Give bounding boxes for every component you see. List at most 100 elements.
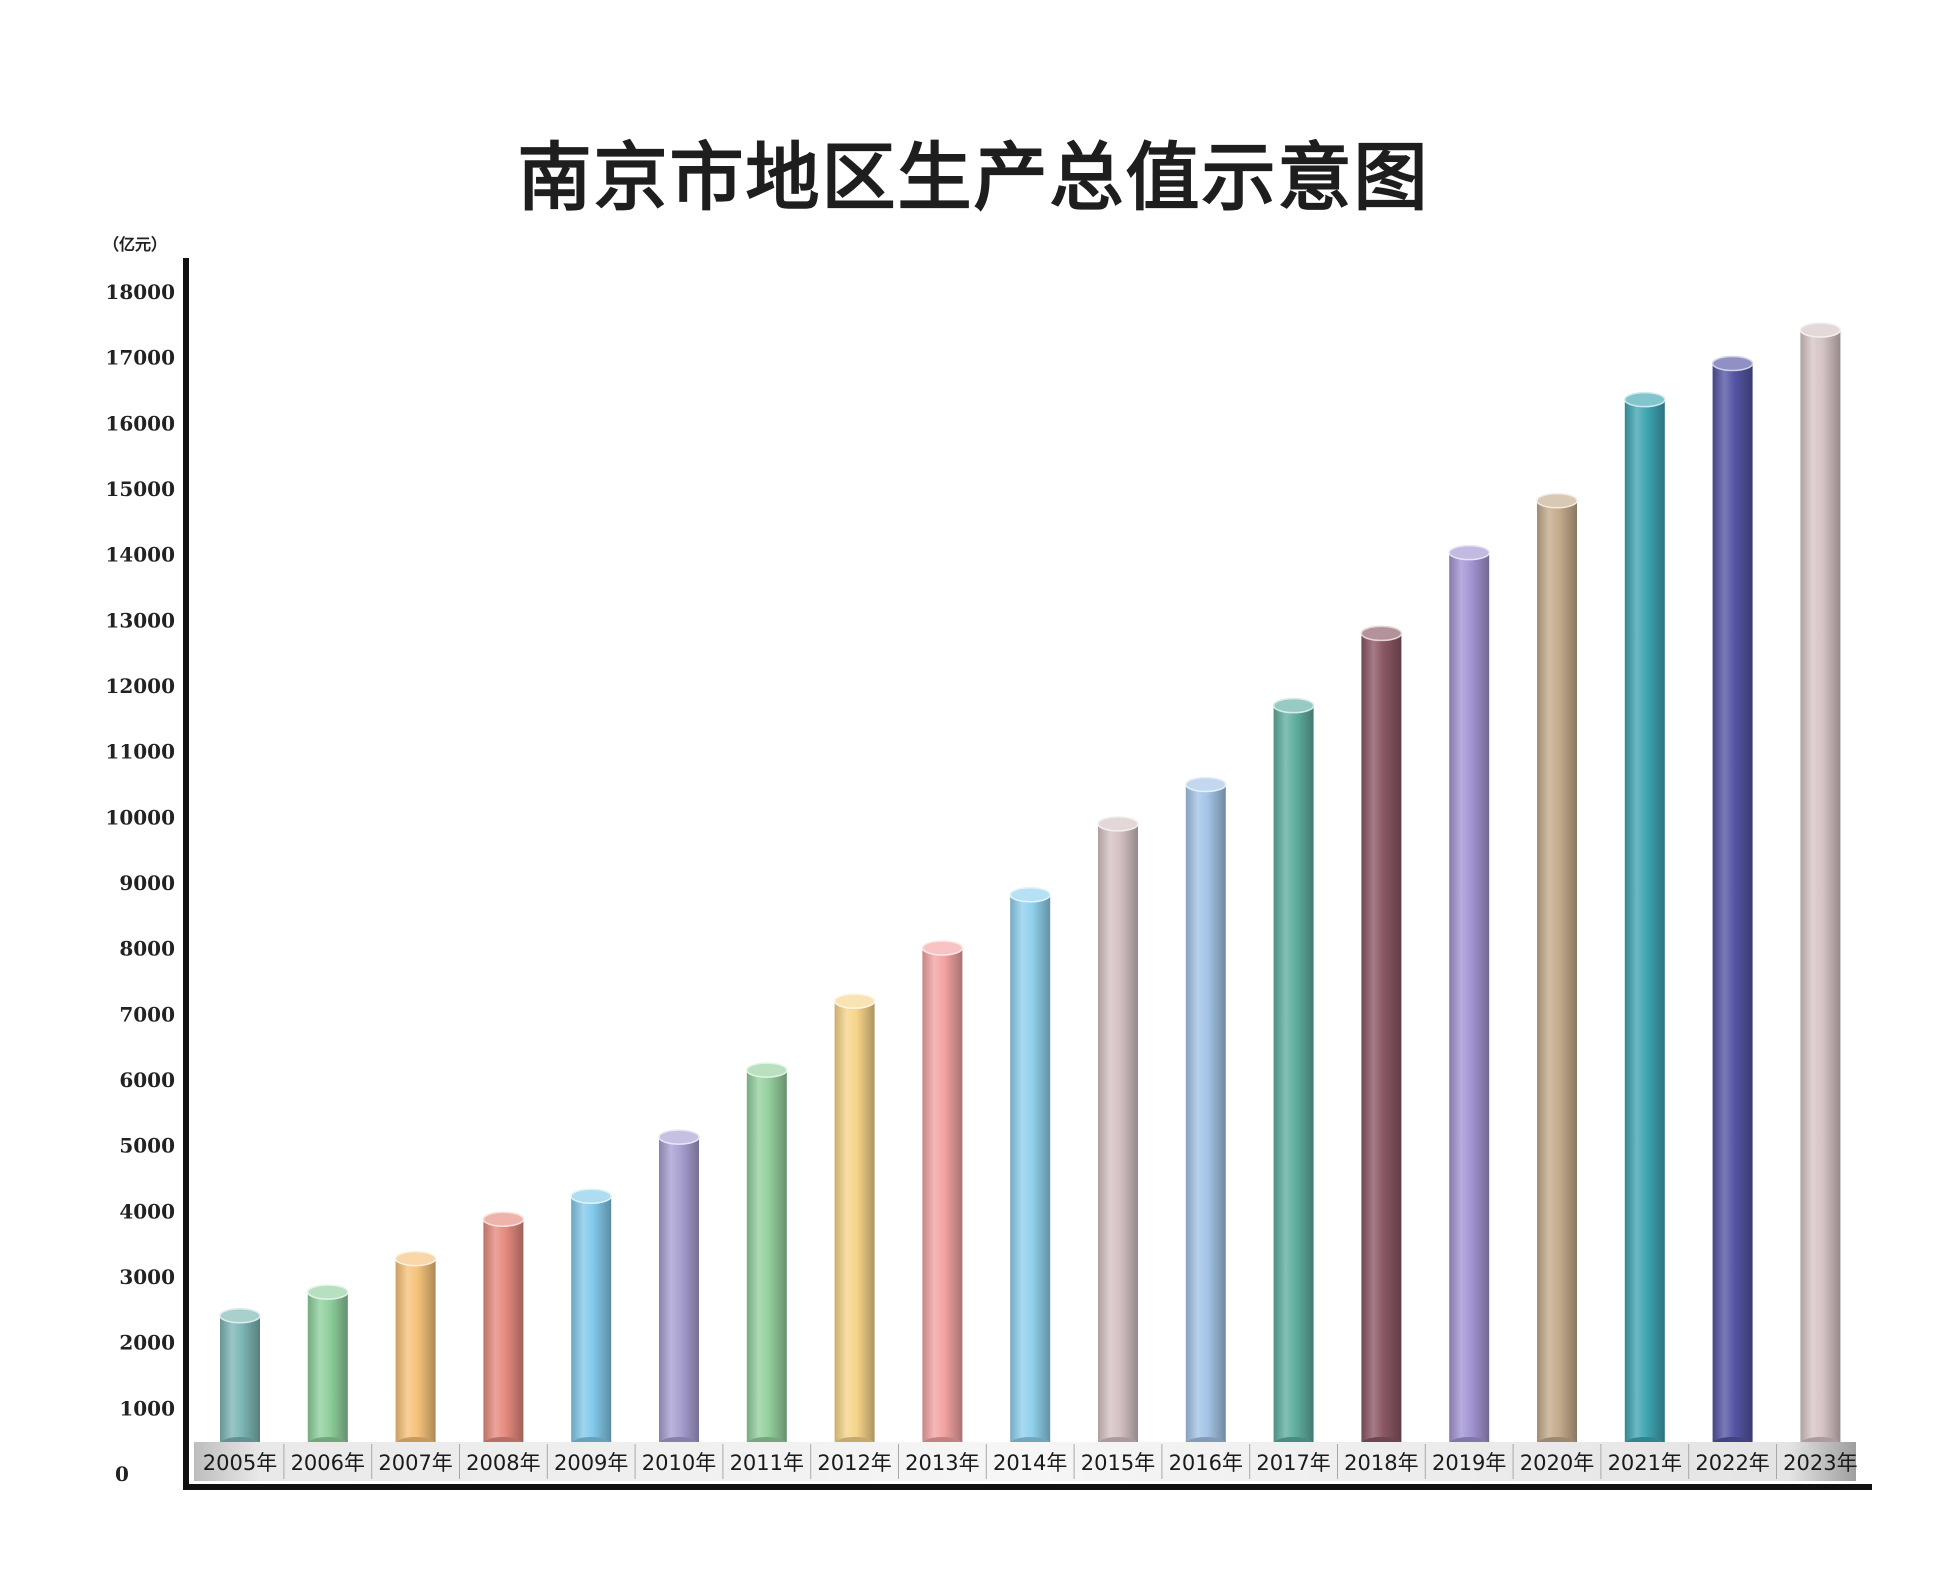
bar-body: [1712, 363, 1753, 1445]
y-tick-label: 10000: [105, 805, 175, 829]
x-category-label: 2010年: [642, 1451, 716, 1475]
y-tick-label: 15000: [105, 477, 175, 501]
bar-body: [1098, 823, 1138, 1444]
x-category-label: 2007年: [378, 1451, 452, 1475]
bar-top: [1711, 355, 1754, 372]
x-category-label: 2014年: [993, 1451, 1067, 1475]
bar-2014年: [1009, 887, 1051, 1451]
bar-top: [921, 940, 964, 956]
bar-2011年: [746, 1062, 788, 1451]
x-category-label: 2016年: [1169, 1451, 1243, 1475]
bar-body: [1800, 330, 1841, 1445]
x-category-label: 2006年: [291, 1451, 365, 1475]
y-tick-label: 7000: [119, 1002, 175, 1026]
bar-top: [482, 1211, 525, 1227]
category-strip: 2005年 2006年 2007年 2008年 2009年 2010年 2011年 2012年…: [194, 1442, 1858, 1481]
x-category-label: 2012年: [817, 1451, 891, 1475]
bar-top: [1185, 776, 1227, 793]
bar-2012年: [833, 993, 876, 1451]
bar-body: [571, 1196, 612, 1444]
bar-top: [570, 1188, 612, 1204]
x-axis-line: [183, 1484, 1872, 1490]
bar-body: [1185, 784, 1226, 1444]
x-category-label: 2005年: [203, 1451, 277, 1475]
bar-body: [1361, 633, 1402, 1444]
bar-2010年: [658, 1129, 700, 1451]
bar-top: [1097, 816, 1139, 832]
bar-top: [1536, 493, 1578, 509]
bar-body: [483, 1219, 524, 1444]
category-strip-background: [194, 1442, 1856, 1481]
bar-top: [1624, 391, 1666, 408]
y-tick-label: 13000: [105, 608, 175, 632]
bar-2008年: [482, 1211, 525, 1451]
bar-body: [922, 947, 963, 1444]
bar-2022年: [1711, 355, 1754, 1451]
bar-2018年: [1360, 625, 1403, 1451]
y-axis-unit-label: （亿元）: [103, 235, 167, 254]
bar-2021年: [1624, 391, 1666, 1451]
bar-body: [1010, 894, 1051, 1444]
y-tick-label: 14000: [105, 543, 175, 567]
y-tick-label: 6000: [119, 1068, 175, 1092]
bar-body: [307, 1292, 348, 1444]
y-tick-label: 5000: [119, 1134, 175, 1158]
bar-top: [307, 1284, 349, 1300]
x-category-label: 2021年: [1608, 1451, 1682, 1475]
y-tick-label: 18000: [105, 280, 175, 304]
x-category-label: 2013年: [905, 1451, 979, 1475]
bar-top: [219, 1307, 261, 1324]
y-tick-label: 2000: [119, 1331, 175, 1355]
x-category-label: 2017年: [1256, 1451, 1330, 1475]
y-tick-label: 12000: [105, 674, 175, 698]
bar-2016年: [1185, 776, 1227, 1451]
bar-body: [1273, 705, 1314, 1444]
bar-body: [220, 1315, 260, 1444]
y-tick-label: 17000: [105, 346, 175, 370]
bar-2015年: [1097, 816, 1139, 1451]
bar-body: [1537, 500, 1577, 1444]
bar-2006年: [307, 1284, 349, 1451]
bar-2017年: [1272, 697, 1315, 1451]
bar-top: [1448, 544, 1490, 561]
y-tick-label: 0: [115, 1462, 129, 1486]
bar-body: [834, 1001, 875, 1444]
y-tick-label: 11000: [105, 740, 175, 764]
bar-top: [658, 1129, 700, 1145]
y-tick-label: 16000: [105, 411, 175, 435]
bar-top: [833, 993, 876, 1009]
bar-2019年: [1448, 544, 1490, 1451]
bar-2005年: [219, 1307, 261, 1451]
bar-body: [659, 1137, 699, 1444]
bar-top: [1360, 625, 1403, 642]
bar-top: [1799, 322, 1842, 338]
y-axis-line: [183, 258, 189, 1490]
bar-body: [746, 1070, 787, 1444]
bar-top: [746, 1062, 788, 1078]
bar-2013年: [921, 940, 964, 1451]
x-category-label: 2008年: [466, 1451, 540, 1475]
x-category-label: 2019年: [1432, 1451, 1506, 1475]
x-category-label: 2020年: [1520, 1451, 1594, 1475]
bar-2023年: [1799, 322, 1842, 1451]
x-category-label: 2009年: [554, 1451, 628, 1475]
y-tick-label: 4000: [119, 1199, 175, 1223]
x-category-label: 2015年: [1081, 1451, 1155, 1475]
chart-title: 南京市地区生产总值示意图: [517, 135, 1430, 221]
bar-body: [1449, 552, 1490, 1444]
x-category-label: 2022年: [1695, 1451, 1769, 1475]
y-tick-label: 1000: [119, 1396, 175, 1420]
y-tick-label: 8000: [119, 937, 175, 961]
x-category-label: 2023年: [1783, 1451, 1857, 1475]
axis-lines: [183, 258, 1872, 1490]
bars: [219, 322, 1842, 1451]
y-tick-label: 3000: [119, 1265, 175, 1289]
bar-2009年: [570, 1188, 612, 1451]
x-category-label: 2011年: [730, 1451, 804, 1475]
bar-body: [1624, 399, 1665, 1444]
bar-top: [1009, 887, 1051, 903]
bar-top: [394, 1250, 437, 1267]
x-category-label: 2018年: [1344, 1451, 1418, 1475]
y-tick-label: 9000: [119, 871, 175, 895]
